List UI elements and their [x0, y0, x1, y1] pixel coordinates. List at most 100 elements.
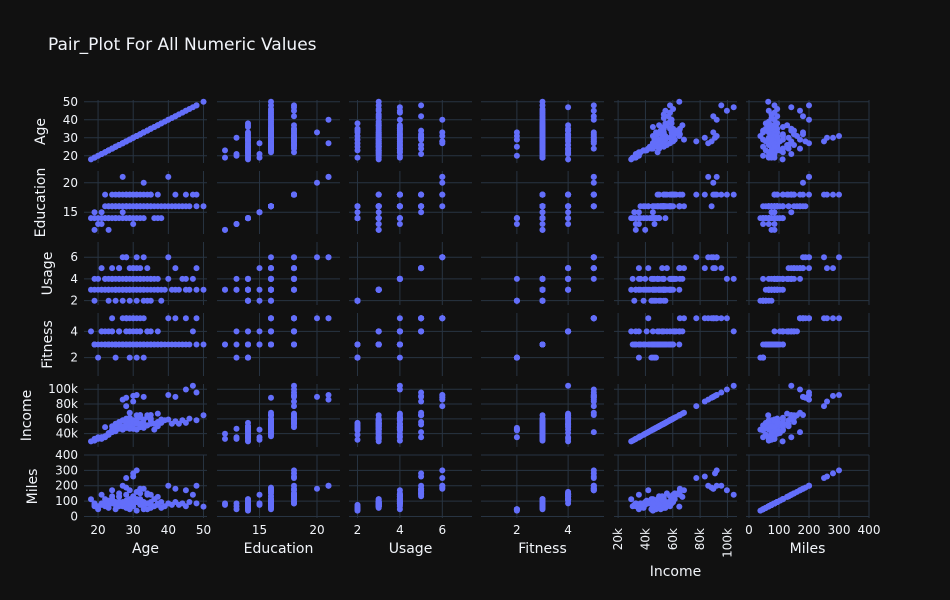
scatter-point [137, 412, 144, 418]
scatter-point [182, 419, 189, 426]
scatter-point [760, 275, 767, 282]
scatter-point [788, 382, 795, 389]
scatter-point [590, 254, 597, 261]
scatter-point [418, 203, 425, 210]
panel-fitness-vs-usage [349, 313, 472, 376]
scatter-point [439, 467, 446, 474]
scatter-point [375, 341, 382, 348]
scatter-point [565, 491, 572, 498]
scatter-point [676, 485, 683, 492]
scatter-point [137, 265, 144, 272]
scatter-point [418, 412, 425, 419]
x-tick-label: 15 [252, 523, 267, 537]
scatter-point [268, 394, 274, 401]
scatter-point [590, 485, 597, 492]
scatter-point [768, 341, 775, 348]
scatter-point [130, 473, 137, 480]
scatter-point [710, 113, 717, 120]
scatter-point [663, 142, 670, 148]
scatter-point [676, 341, 683, 348]
scatter-point [779, 421, 786, 428]
scatter-point [375, 226, 382, 233]
scatter-point [565, 286, 572, 293]
scatter-point [710, 129, 717, 136]
scatter-point [291, 403, 297, 410]
scatter-point [645, 487, 652, 494]
panel-usage-vs-miles [746, 242, 870, 305]
scatter-point [375, 419, 382, 426]
scatter-point [800, 254, 806, 261]
scatter-point [123, 315, 130, 322]
scatter-point [396, 412, 403, 418]
scatter-point [133, 354, 140, 361]
scatter-point [144, 341, 151, 348]
scatter-point [418, 328, 425, 335]
scatter-point [701, 265, 708, 272]
scatter-point [147, 328, 154, 335]
scatter-point [797, 191, 803, 198]
scatter-point [693, 475, 700, 481]
scatter-point [354, 422, 361, 429]
panel-education-vs-miles [746, 171, 870, 234]
scatter-point [649, 426, 656, 433]
scatter-point [788, 191, 795, 198]
panel-age-vs-income [614, 98, 737, 163]
scatter-point [396, 221, 403, 227]
scatter-point [797, 107, 803, 114]
scatter-point [123, 403, 130, 410]
scatter-point [193, 265, 200, 272]
scatter-point [291, 419, 297, 425]
scatter-point [325, 116, 332, 123]
scatter-point [760, 152, 767, 159]
scatter-point [165, 315, 172, 322]
scatter-point [830, 265, 836, 272]
scatter-point [590, 275, 597, 282]
scatter-point [133, 297, 140, 304]
scatter-point [723, 386, 730, 393]
scatter-point [645, 203, 652, 210]
scatter-point [513, 297, 520, 304]
scatter-point [165, 254, 172, 261]
scatter-point [779, 275, 786, 282]
scatter-point [821, 254, 827, 261]
scatter-point [771, 328, 778, 335]
scatter-point [762, 215, 769, 222]
scatter-point [91, 297, 98, 304]
scatter-point [662, 419, 669, 426]
scatter-point [635, 215, 642, 222]
scatter-point [112, 500, 119, 507]
scatter-point [836, 254, 842, 261]
scatter-point [806, 315, 812, 322]
scatter-point [133, 467, 140, 474]
scatter-point [565, 434, 572, 441]
scatter-point [158, 297, 165, 304]
scatter-point [291, 491, 297, 498]
scatter-point [186, 499, 193, 505]
x-tick-label: 2 [354, 523, 362, 537]
scatter-point [119, 500, 126, 507]
scatter-point [762, 431, 769, 438]
scatter-point [723, 487, 730, 494]
scatter-point [112, 354, 119, 361]
scatter-point [681, 136, 687, 143]
scatter-point [649, 500, 656, 507]
panel-age-vs-miles [746, 98, 870, 163]
scatter-point [396, 116, 403, 123]
y-tick-label: 100 [55, 494, 78, 508]
scatter-point [144, 506, 151, 513]
scatter-point [667, 286, 673, 293]
scatter-point [765, 107, 772, 114]
scatter-point [800, 113, 806, 120]
scatter-point [657, 127, 664, 134]
scatter-point [539, 506, 546, 513]
scatter-point [418, 482, 425, 489]
scatter-point [788, 275, 795, 282]
y-tick-label: 200 [55, 479, 78, 493]
panel-income-vs-income [614, 382, 737, 447]
x-tick-label: 60k [666, 528, 680, 550]
scatter-point [154, 423, 161, 430]
x-tick-label: 100k [720, 528, 734, 558]
y-tick-label: 4 [70, 272, 78, 286]
scatter-point [98, 491, 105, 498]
scatter-point [105, 286, 112, 293]
